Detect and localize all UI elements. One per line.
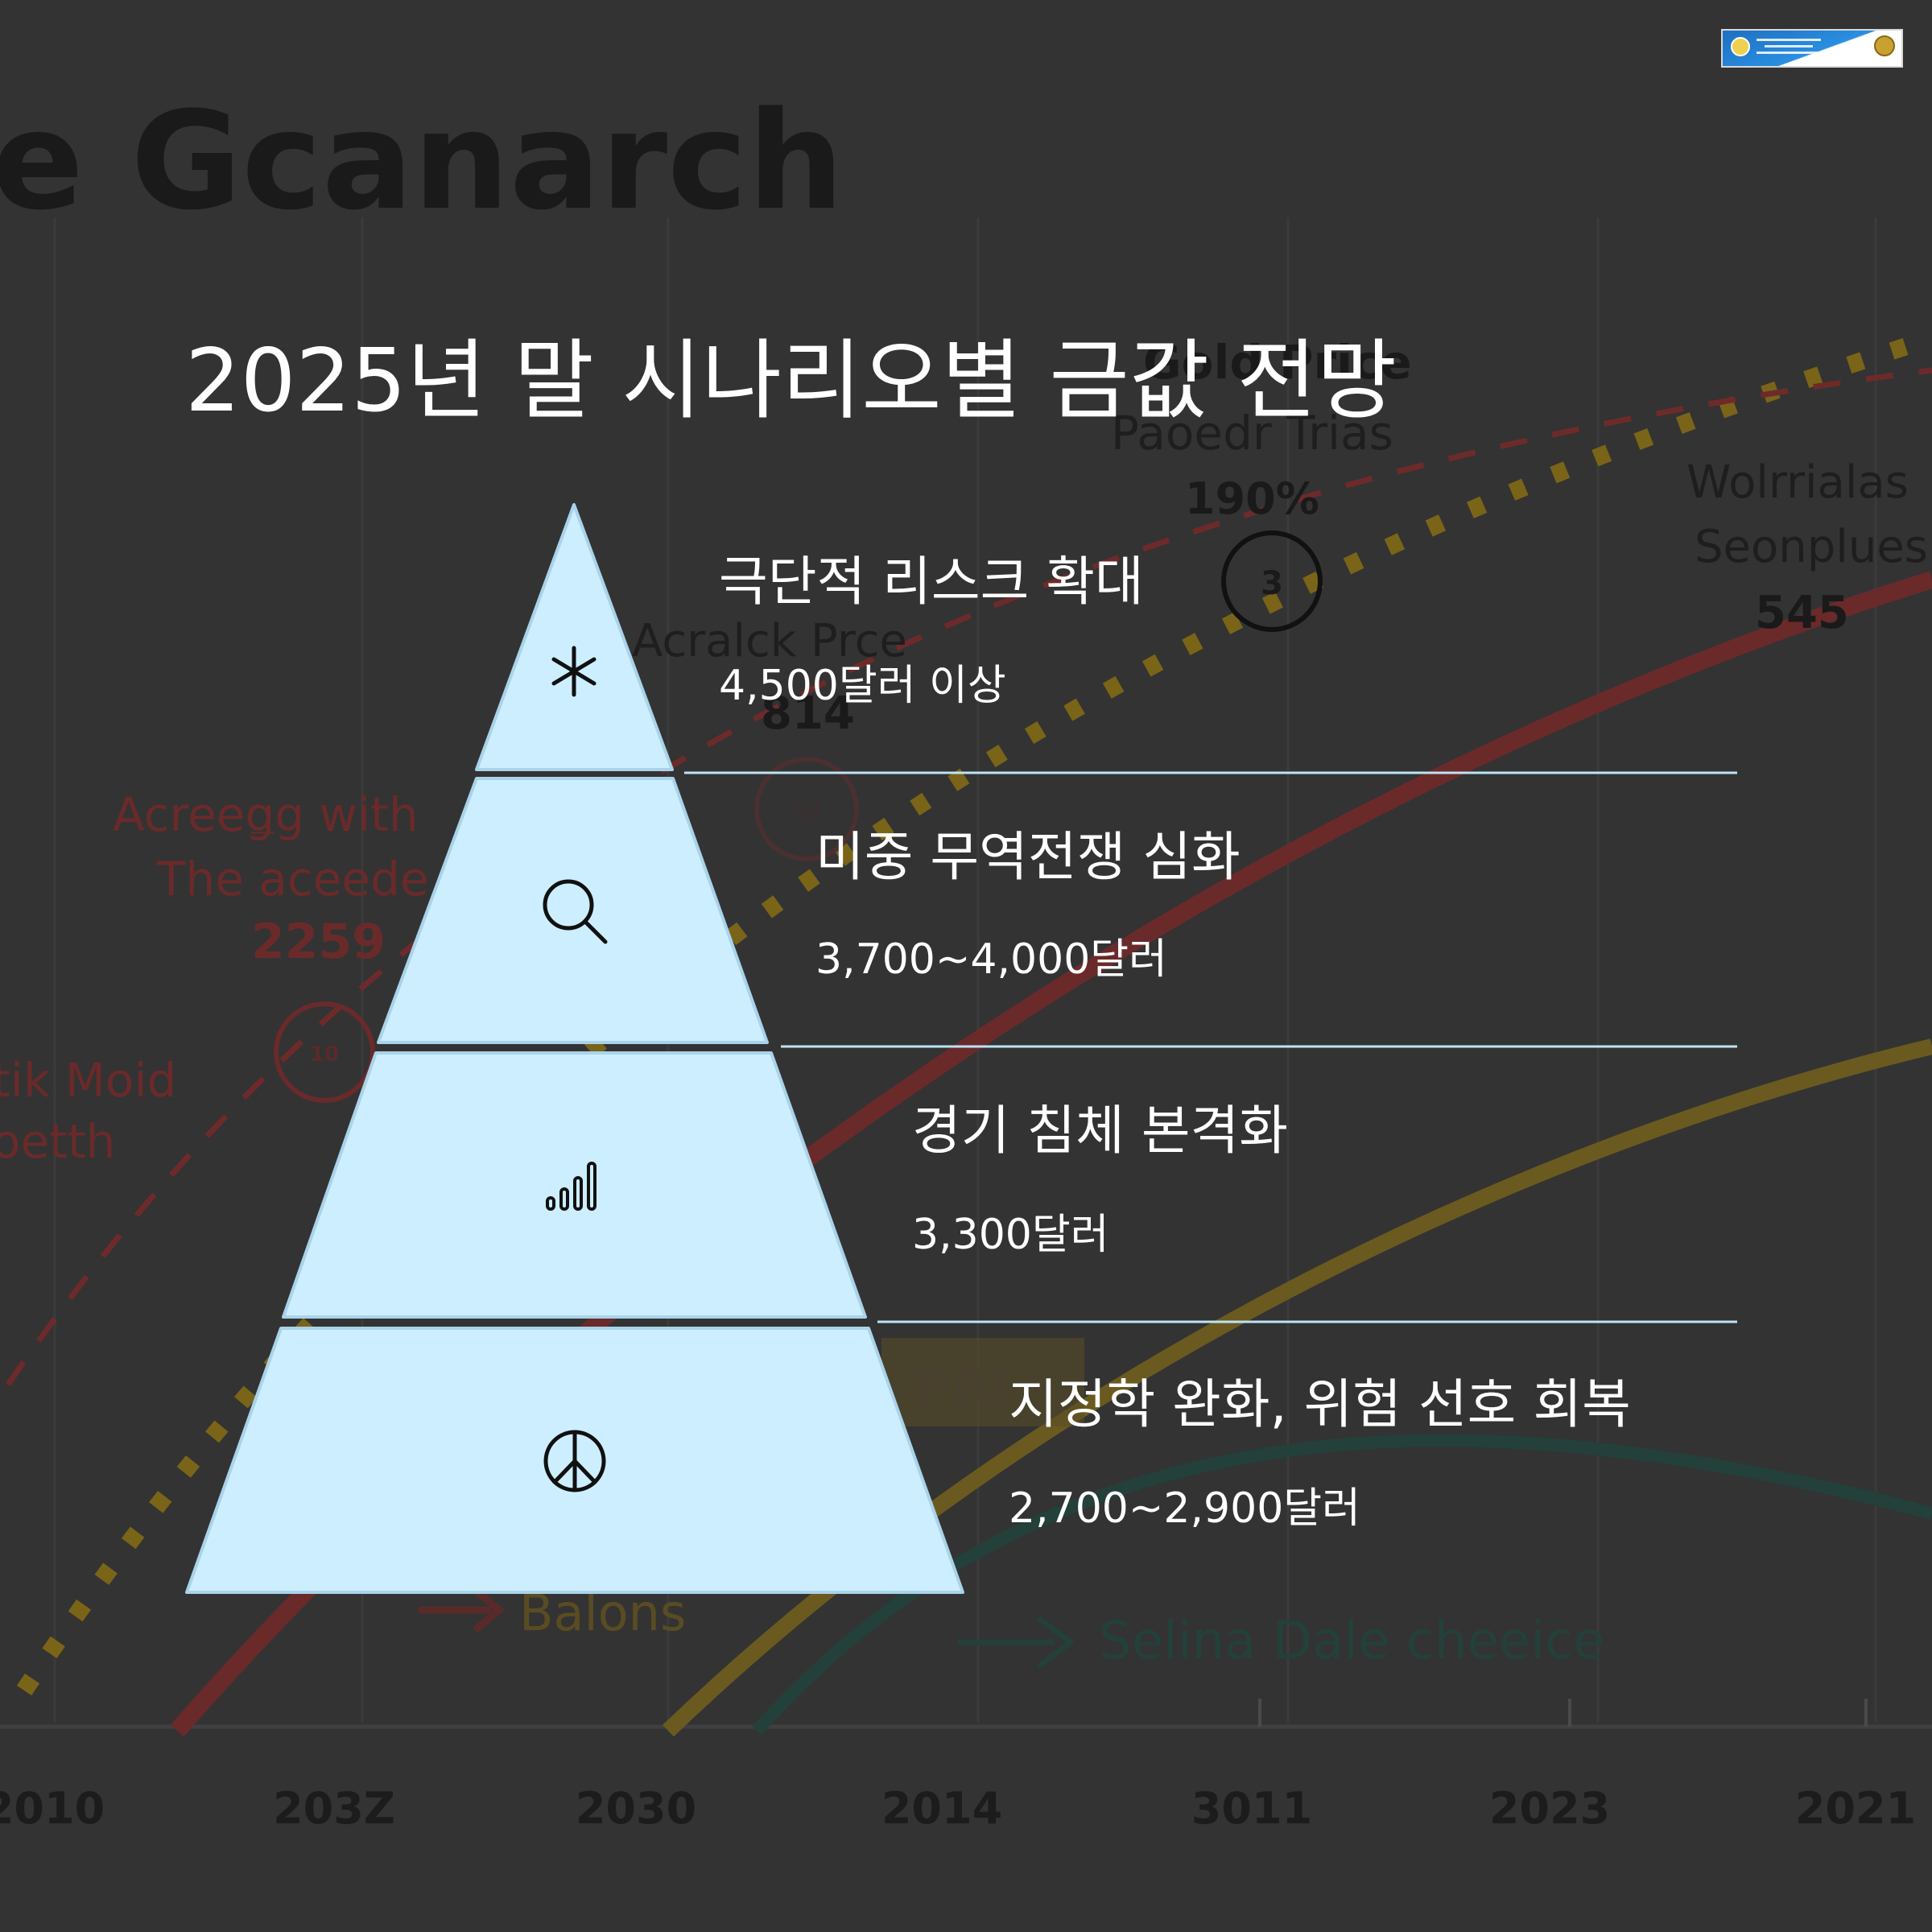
search-icon (543, 879, 608, 944)
bg-year: 2030 (576, 1783, 696, 1834)
bg-label: Acralck Prce (632, 615, 907, 667)
tier-4-price: 2,700~2,900달러 (1009, 1484, 1360, 1533)
bg-year: 2021 (1795, 1783, 1916, 1834)
logo-text-line (1757, 39, 1821, 41)
institution-logo (1721, 29, 1903, 68)
bg-year: 2023 (1489, 1783, 1610, 1834)
bg-label: 190% (1185, 473, 1319, 524)
bg-heading: e Gcanarch (0, 82, 844, 240)
bg-label: Acreeǥg with (113, 787, 419, 842)
logo-text-line (1765, 45, 1813, 47)
bg-label: Wolrrialas (1686, 456, 1909, 509)
bg-label: Seonplues (1695, 521, 1928, 573)
peace-icon (543, 1430, 606, 1492)
tier-1-title: 극단적 리스크 확대 (719, 551, 1144, 613)
bg-year: 203Z (273, 1783, 395, 1834)
bg-label: Paoedr Trias (1111, 406, 1393, 460)
bg-label: 2259 (251, 914, 386, 970)
bg-label: Selina Dale cheeice (1099, 1612, 1605, 1671)
bg-year: 2010 (0, 1783, 105, 1834)
signal-bars-icon (546, 1162, 597, 1211)
bg-circle-label: 3 (1261, 565, 1283, 602)
tier-3-price: 3,300달러 (912, 1211, 1109, 1259)
page-title: 2025년 말 시나리오별 금값 전망 (185, 331, 1397, 431)
pyramid-tier-2 (377, 777, 769, 1044)
bg-label: tik Moid (0, 1053, 176, 1108)
asterisk-icon (551, 646, 597, 697)
tier-4-title: 지정학 완화, 위험 선호 회복 (1009, 1373, 1631, 1435)
bg-year: 3011 (1191, 1783, 1312, 1834)
bg-label: The aceede (156, 852, 429, 906)
bg-circle-label: 10 (310, 1042, 339, 1067)
bg-circle-label: 50 (792, 801, 821, 825)
bg-label: 545 (1755, 587, 1849, 639)
tier-2-price: 3,700~4,000달러 (815, 935, 1167, 984)
bg-label: PRI (914, 1358, 1010, 1418)
bg-label: Gold Price (1143, 335, 1412, 390)
bg-label: 814 (761, 687, 855, 740)
tier-3-title: 경기 침체 본격화 (912, 1100, 1288, 1162)
bg-label: oetth (0, 1114, 115, 1169)
bg-year: 2014 (881, 1783, 1002, 1834)
tier-2-title: 미중 무역전쟁 심화 (815, 826, 1241, 888)
logo-text-line (1757, 52, 1834, 54)
logo-seal-left (1731, 37, 1750, 56)
logo-seal-right (1874, 35, 1895, 56)
tier-1-price: 4,500달러 이상 (719, 662, 1006, 710)
pyramid-tier-1 (475, 503, 674, 771)
